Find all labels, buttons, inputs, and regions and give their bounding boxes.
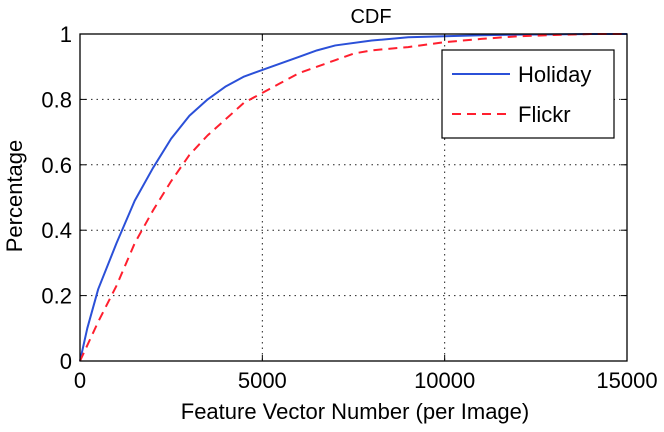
y-tick-label: 0.6 [41,153,72,178]
legend-label-flickr: Flickr [518,102,571,127]
y-tick-label: 0.8 [41,87,72,112]
x-tick-label: 10000 [414,368,475,393]
y-tick-label: 1 [60,22,72,47]
x-tick-label: 0 [74,368,86,393]
series-line-flickr [79,33,627,362]
axes-frame [79,33,628,362]
legend-box [441,49,615,139]
axis-ticks: 0 5000 10000 15000 0 0.2 0.4 0.6 0.8 1 [41,22,657,393]
y-tick-label: 0 [60,349,72,374]
x-tick-label: 5000 [238,368,287,393]
chart-title: CDF [350,6,391,28]
series-line-holiday [79,33,627,362]
x-axis-label: Feature Vector Number (per Image) [181,399,529,424]
legend: Holiday Flickr [441,49,615,139]
legend-label-holiday: Holiday [518,62,591,87]
x-tick-label: 15000 [596,368,657,393]
y-tick-label: 0.2 [41,284,72,309]
y-axis-label: Percentage [2,140,27,253]
plot-lines [79,33,627,362]
y-tick-label: 0.4 [41,218,72,243]
